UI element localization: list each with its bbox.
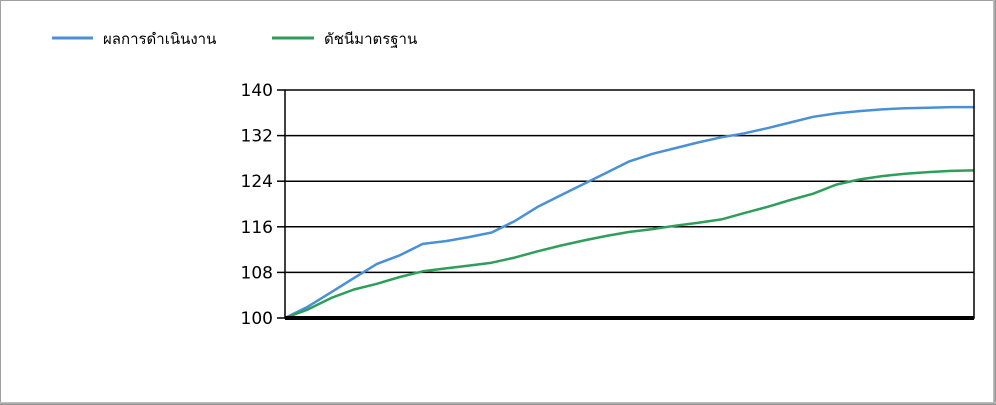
plot-area-border (284, 89, 975, 319)
legend-label-series-2: ดัชนีมาตรฐาน (324, 30, 417, 48)
y-axis-ticks: 140 132 124 116 108 100 (241, 81, 285, 329)
y-tick-label: 132 (241, 127, 273, 147)
series-line-1 (284, 105, 974, 320)
legend-label-series-1: ผลการดำเนินงาน (103, 30, 216, 48)
series-line-2 (284, 169, 975, 320)
frame-shadow-right (993, 0, 996, 405)
y-tick-label: 116 (241, 218, 273, 238)
frame-shadow-bottom (0, 402, 996, 405)
y-tick-label: 140 (241, 81, 273, 101)
y-tick-label: 108 (241, 263, 273, 283)
gridlines (285, 134, 974, 274)
plot-lines (284, 105, 975, 320)
y-tick-label: 100 (241, 309, 273, 329)
legend: ผลการดำเนินงาน ดัชนีมาตรฐาน (52, 30, 417, 48)
y-tick-label: 124 (241, 172, 273, 192)
